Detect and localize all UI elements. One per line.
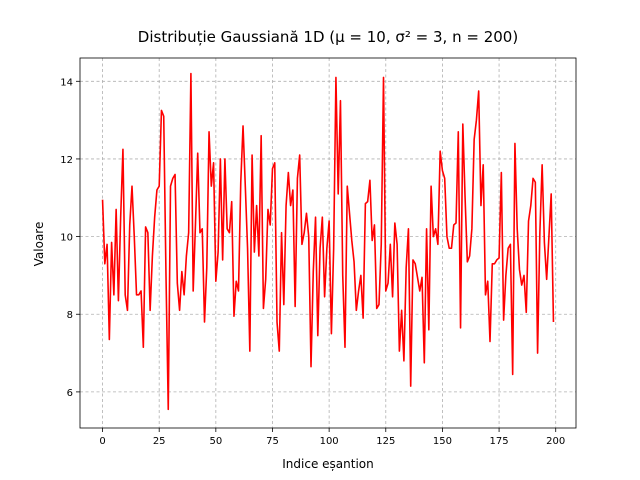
x-tick-label: 125 <box>376 436 395 447</box>
x-tick-label: 25 <box>153 436 166 447</box>
x-tick-label: 0 <box>99 436 105 447</box>
y-tick-label: 10 <box>60 233 73 244</box>
chart-title: Distribuție Gaussiană 1D (μ = 10, σ² = 3… <box>138 28 518 46</box>
y-tick-label: 12 <box>60 155 73 166</box>
x-tick-label: 75 <box>266 436 279 447</box>
x-tick-label: 175 <box>490 436 509 447</box>
data-line <box>101 72 555 411</box>
x-tick-label: 200 <box>546 436 565 447</box>
y-tick-label: 14 <box>60 77 73 88</box>
x-tick-label: 100 <box>320 436 339 447</box>
x-tick-label: 150 <box>433 436 452 447</box>
y-tick-label: 6 <box>67 388 73 399</box>
x-tick-label: 50 <box>209 436 222 447</box>
plot-frame <box>79 57 577 429</box>
y-axis-label: Valoare <box>32 222 46 267</box>
y-tick-label: 8 <box>67 310 73 321</box>
x-axis-label: Indice eșantion <box>282 457 373 471</box>
